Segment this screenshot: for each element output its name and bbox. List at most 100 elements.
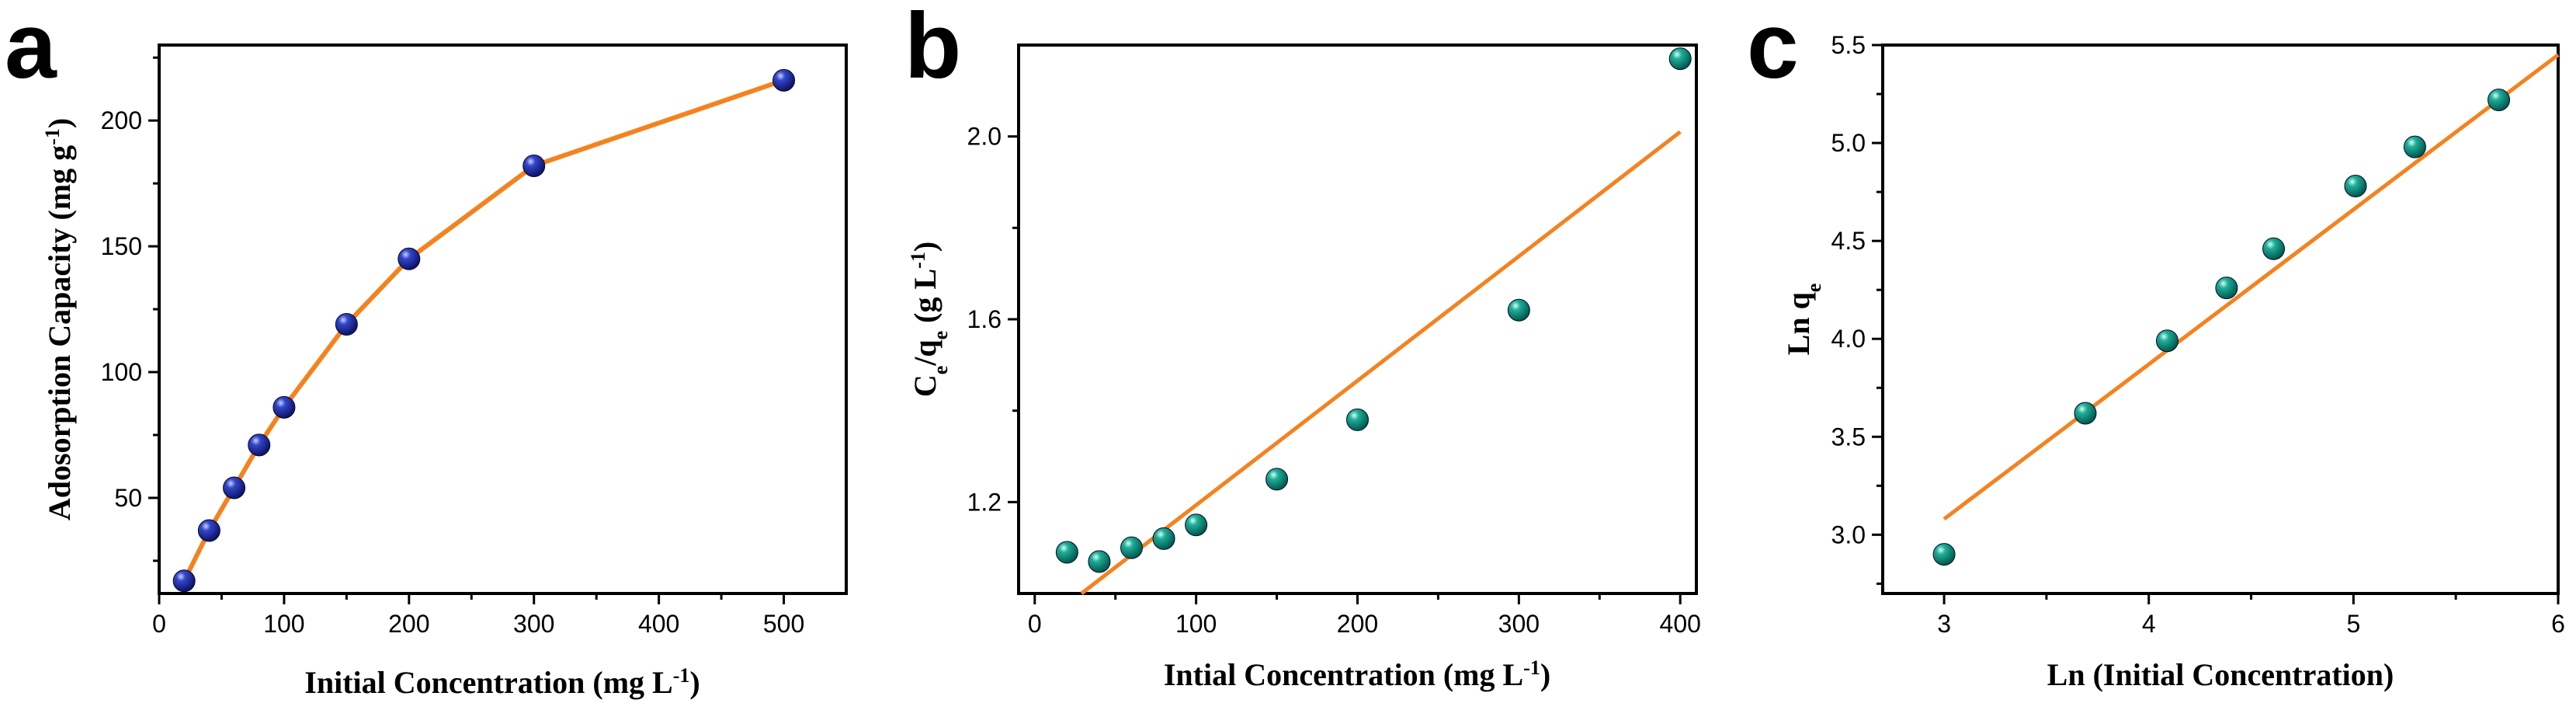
y-axis-label-b-rest: (g L — [908, 269, 943, 331]
axis-ticks-a: 0 100 200 300 400 500 50 100 150 200 — [101, 56, 804, 638]
data-point — [1088, 550, 1111, 573]
data-point — [172, 569, 196, 593]
y-axis-label-b-end: ) — [908, 242, 943, 252]
x-tick-label: 200 — [1337, 610, 1378, 638]
data-point — [248, 433, 271, 457]
data-point — [1265, 468, 1289, 491]
x-tick-label: 200 — [388, 610, 429, 638]
chart-panel-b: 0 100 200 300 400 1.2 1.6 2.0 Intial Concentrat… — [907, 44, 1701, 693]
chart-panel-c: 3 4 5 6 3.0 3.5 4.0 4.5 5.0 5.5 Ln (Initial Conce… — [1781, 31, 2565, 692]
fit-line-b — [1080, 130, 1682, 595]
y-tick-label: 4.5 — [1831, 227, 1866, 255]
y-tick-label: 150 — [101, 232, 142, 260]
x-axis-label-b-sup: -1 — [1523, 656, 1540, 679]
x-axis-label-a-sup: -1 — [673, 664, 690, 687]
data-point — [273, 395, 296, 419]
y-axis-label-b-c: C — [908, 374, 943, 397]
data-point — [2262, 237, 2286, 260]
series-line-a — [182, 78, 785, 583]
axis-ticks-c: 3 4 5 6 3.0 3.5 4.0 4.5 5.0 5.5 — [1831, 31, 2565, 638]
y-tick-label: 1.6 — [967, 305, 1002, 333]
data-point — [1120, 536, 1143, 559]
x-axis-label-a-end: ) — [689, 665, 700, 700]
y-tick-label: 2.0 — [967, 123, 1002, 151]
y-axis-label-b-sub-e2: e — [929, 331, 952, 340]
x-axis-label-a: Initial Concentration (mg L-1) — [304, 664, 700, 701]
y-tick-label: 1.2 — [967, 488, 1002, 516]
y-axis-label-b-slash: /q — [908, 339, 943, 366]
x-axis-label-c: Ln (Initial Concentration) — [2047, 657, 2394, 692]
axis-ticks-b: 0 100 200 300 400 1.2 1.6 2.0 — [967, 123, 1701, 638]
linear-fit-line — [1942, 53, 2560, 521]
data-point — [2403, 135, 2426, 158]
y-axis-label-a: Adosorption Capacity (mg g-1) — [41, 118, 78, 520]
x-axis-label-b-end: ) — [1540, 657, 1550, 692]
y-tick-label: 3.0 — [1831, 520, 1866, 548]
data-point — [197, 519, 220, 542]
x-tick-label: 500 — [763, 610, 804, 638]
x-tick-label: 3 — [1937, 610, 1951, 638]
y-tick-label: 50 — [114, 484, 142, 512]
fit-line-c — [1942, 53, 2560, 521]
x-tick-label: 5 — [2346, 610, 2360, 638]
x-axis-label-b-main: Intial Concentration (mg L — [1164, 657, 1523, 692]
x-tick-label: 100 — [1175, 610, 1217, 638]
panel-letter-a: a — [5, 0, 57, 98]
y-tick-label: 100 — [101, 358, 142, 386]
y-tick-label: 5.0 — [1831, 129, 1866, 157]
x-tick-label: 400 — [1660, 610, 1701, 638]
x-tick-label: 6 — [2551, 610, 2565, 638]
x-axis-label-b: Intial Concentration (mg L-1) — [1164, 656, 1550, 693]
x-tick-label: 0 — [1028, 610, 1042, 638]
y-axis-label-c-sub: e — [1803, 284, 1825, 293]
panel-letter-b: b — [904, 0, 961, 98]
series-line — [182, 78, 785, 583]
data-point — [522, 154, 546, 177]
y-tick-label: 3.5 — [1831, 423, 1866, 451]
linear-fit-line — [1080, 130, 1682, 595]
data-point — [1507, 298, 1530, 322]
data-point — [2487, 89, 2511, 112]
data-point — [398, 247, 421, 270]
x-tick-label: 100 — [263, 610, 304, 638]
x-tick-label: 4 — [2142, 610, 2156, 638]
x-tick-label: 400 — [638, 610, 679, 638]
data-point — [2344, 175, 2367, 198]
plot-frame-c — [1881, 44, 2560, 595]
y-axis-label-b-sup: -1 — [907, 252, 929, 269]
y-tick-label: 5.5 — [1831, 31, 1866, 59]
y-axis-label-b-sub-e: e — [929, 366, 952, 375]
y-tick-label: 200 — [101, 106, 142, 134]
data-point — [223, 476, 246, 499]
data-point — [2155, 329, 2178, 353]
data-point — [335, 312, 358, 336]
data-point — [772, 68, 796, 92]
series-points-b — [1055, 47, 1692, 573]
plot-frame-a — [158, 44, 848, 595]
panel-letter-c: c — [1747, 0, 1799, 98]
data-point — [1932, 543, 1956, 566]
y-tick-label: 4.0 — [1831, 325, 1866, 353]
y-axis-label-c-main: Ln q — [1781, 292, 1816, 355]
y-axis-label-a-end: ) — [42, 118, 77, 128]
series-points-c — [1932, 89, 2511, 566]
x-tick-label: 0 — [152, 610, 166, 638]
data-point — [1668, 47, 1692, 71]
data-point — [2215, 277, 2238, 300]
data-point — [1185, 513, 1208, 537]
data-point — [1346, 408, 1369, 431]
chart-panel-a: 0 100 200 300 400 500 50 100 150 200 Initial Conc… — [41, 44, 848, 701]
y-axis-label-c: Ln qe — [1781, 284, 1825, 356]
y-axis-label-a-sup: -1 — [41, 128, 64, 145]
data-point — [1055, 541, 1078, 564]
data-point — [1152, 527, 1175, 550]
x-axis-label-a-main: Initial Concentration (mg L — [304, 665, 672, 700]
data-point — [2074, 402, 2097, 425]
y-axis-label-b: Ce/qe (g L-1) — [907, 242, 952, 397]
y-axis-label-a-main: Adosorption Capacity (mg g — [42, 145, 77, 520]
x-tick-label: 300 — [1498, 610, 1540, 638]
plot-frame-b — [1017, 44, 1698, 595]
x-tick-label: 300 — [513, 610, 554, 638]
series-points-a — [172, 68, 796, 593]
